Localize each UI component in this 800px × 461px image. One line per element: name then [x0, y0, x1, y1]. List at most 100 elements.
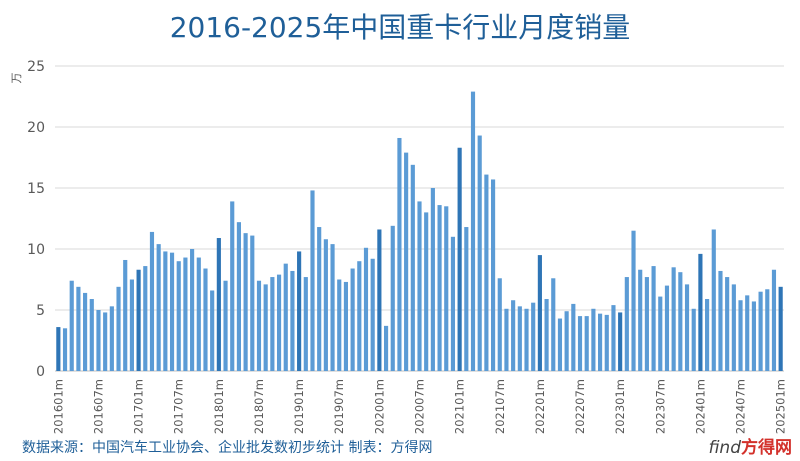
- y-tick-label: 10: [27, 242, 45, 258]
- bar: [705, 299, 710, 371]
- bar: [276, 274, 282, 371]
- bar: [290, 270, 295, 371]
- x-tick-label: 201601m: [51, 379, 65, 434]
- x-axis-ticks: 201601m 201607m 201701m 201707m 201801m 20180…: [51, 379, 787, 434]
- y-tick-label: 5: [36, 303, 45, 319]
- bar: [718, 270, 723, 371]
- bar: [758, 291, 763, 371]
- bar: [524, 308, 529, 371]
- bar: [557, 318, 563, 371]
- bar: [424, 212, 429, 371]
- bar: [765, 289, 770, 371]
- bar: [76, 286, 81, 371]
- x-tick-label: 201801m: [212, 379, 226, 434]
- bar: [243, 233, 248, 371]
- bar: [470, 91, 476, 372]
- bar: [83, 292, 88, 371]
- bar: [691, 308, 696, 371]
- x-tick-label: 202307m: [653, 379, 667, 434]
- bar: [377, 229, 382, 371]
- bar: [337, 279, 342, 371]
- x-tick-label: 202401m: [693, 379, 707, 434]
- bar: [230, 201, 235, 371]
- bar: [544, 299, 549, 371]
- bar: [210, 290, 215, 371]
- bars: [56, 91, 783, 372]
- bar: [484, 174, 489, 371]
- bar: [618, 312, 623, 371]
- bar: [491, 179, 496, 371]
- x-tick-label: 201807m: [252, 379, 266, 434]
- bar: [511, 300, 516, 371]
- bar: [651, 266, 656, 371]
- bar: [584, 316, 589, 371]
- bar: [109, 306, 114, 371]
- bar: [143, 266, 148, 371]
- bar: [437, 205, 442, 371]
- bar: [156, 244, 161, 371]
- x-tick-label: 202201m: [533, 379, 547, 434]
- bar: [444, 206, 449, 371]
- y-tick-label: 15: [27, 181, 45, 197]
- bar: [123, 259, 128, 371]
- bar: [738, 300, 743, 371]
- bar: [297, 251, 302, 371]
- bar: [457, 147, 462, 371]
- x-tick-label: 202501m: [774, 379, 788, 434]
- bar: [611, 305, 616, 371]
- bar: [417, 201, 422, 371]
- x-tick-label: 201707m: [172, 379, 186, 434]
- bar: [517, 306, 522, 371]
- bar: [357, 261, 362, 371]
- bar: [464, 227, 469, 371]
- bar: [598, 313, 603, 371]
- bar: [323, 239, 328, 371]
- bar: [196, 257, 201, 371]
- bar: [698, 253, 703, 371]
- bar: [236, 222, 241, 371]
- bar: [778, 286, 783, 371]
- bar: [658, 296, 663, 371]
- bar: [745, 295, 750, 371]
- x-tick-label: 201701m: [132, 379, 146, 434]
- bar: [343, 281, 349, 371]
- bar: [410, 164, 415, 371]
- bar: [450, 236, 456, 371]
- bar: [62, 328, 68, 371]
- bar: [577, 316, 583, 371]
- bar: [149, 231, 155, 371]
- bar: [283, 263, 288, 371]
- bar: [504, 308, 509, 371]
- bar: [223, 280, 228, 371]
- bar: [430, 188, 435, 371]
- logo-brand-text: 方得网: [741, 438, 792, 458]
- bar: [263, 284, 268, 371]
- bar: [136, 269, 141, 371]
- bar: [56, 327, 61, 371]
- x-tick-label: 201907m: [332, 379, 346, 434]
- y-axis-ticks: 0 5 10 15 20 25: [27, 59, 45, 380]
- bar: [537, 255, 542, 371]
- bar: [270, 277, 275, 371]
- x-tick-label: 202101m: [453, 379, 467, 434]
- bar: [129, 279, 134, 371]
- bar: [203, 268, 208, 371]
- bar: [383, 325, 389, 371]
- bar: [183, 257, 188, 371]
- bar: [397, 137, 402, 371]
- x-tick-label: 202207m: [573, 379, 587, 434]
- bar: [176, 261, 181, 371]
- bar: [69, 280, 74, 371]
- x-tick-label: 202301m: [613, 379, 627, 434]
- logo-find-text: find: [708, 438, 741, 458]
- bar: [624, 277, 629, 371]
- bar: [678, 272, 683, 371]
- x-tick-label: 202001m: [372, 379, 386, 434]
- x-tick-label: 202407m: [734, 379, 748, 434]
- bar: [350, 268, 355, 371]
- bar: [497, 278, 502, 371]
- bar: [551, 278, 556, 371]
- bar: [684, 284, 690, 371]
- bar: [370, 258, 375, 371]
